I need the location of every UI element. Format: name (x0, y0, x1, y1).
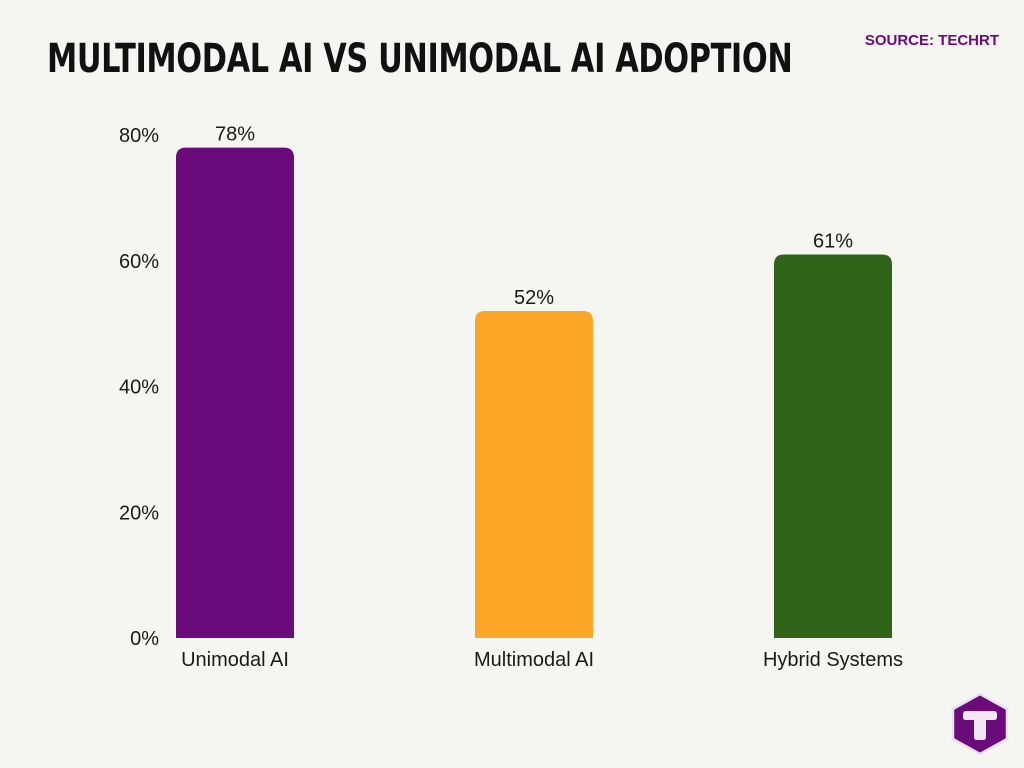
y-tick-label: 60% (119, 251, 159, 273)
bar (176, 147, 294, 638)
y-tick-label: 0% (130, 628, 159, 650)
x-tick-label: Multimodal AI (474, 649, 594, 671)
bar-value-label: 52% (514, 287, 554, 309)
source-label: SOURCE: TECHRT (864, 32, 999, 49)
y-tick-label: 40% (119, 377, 159, 399)
bar-value-label: 61% (813, 230, 853, 252)
logo-letter (963, 711, 997, 740)
bar (774, 254, 892, 638)
chart-title: MULTIMODAL AI VS UNIMODAL AI ADOPTION (47, 36, 793, 82)
x-tick-label: Unimodal AI (181, 649, 289, 671)
bar (475, 311, 593, 638)
x-tick-label: Hybrid Systems (763, 649, 903, 671)
bar-value-label: 78% (215, 124, 255, 146)
y-tick-label: 20% (119, 502, 159, 524)
techrt-logo-icon (951, 693, 1009, 755)
y-tick-label: 80% (119, 125, 159, 147)
